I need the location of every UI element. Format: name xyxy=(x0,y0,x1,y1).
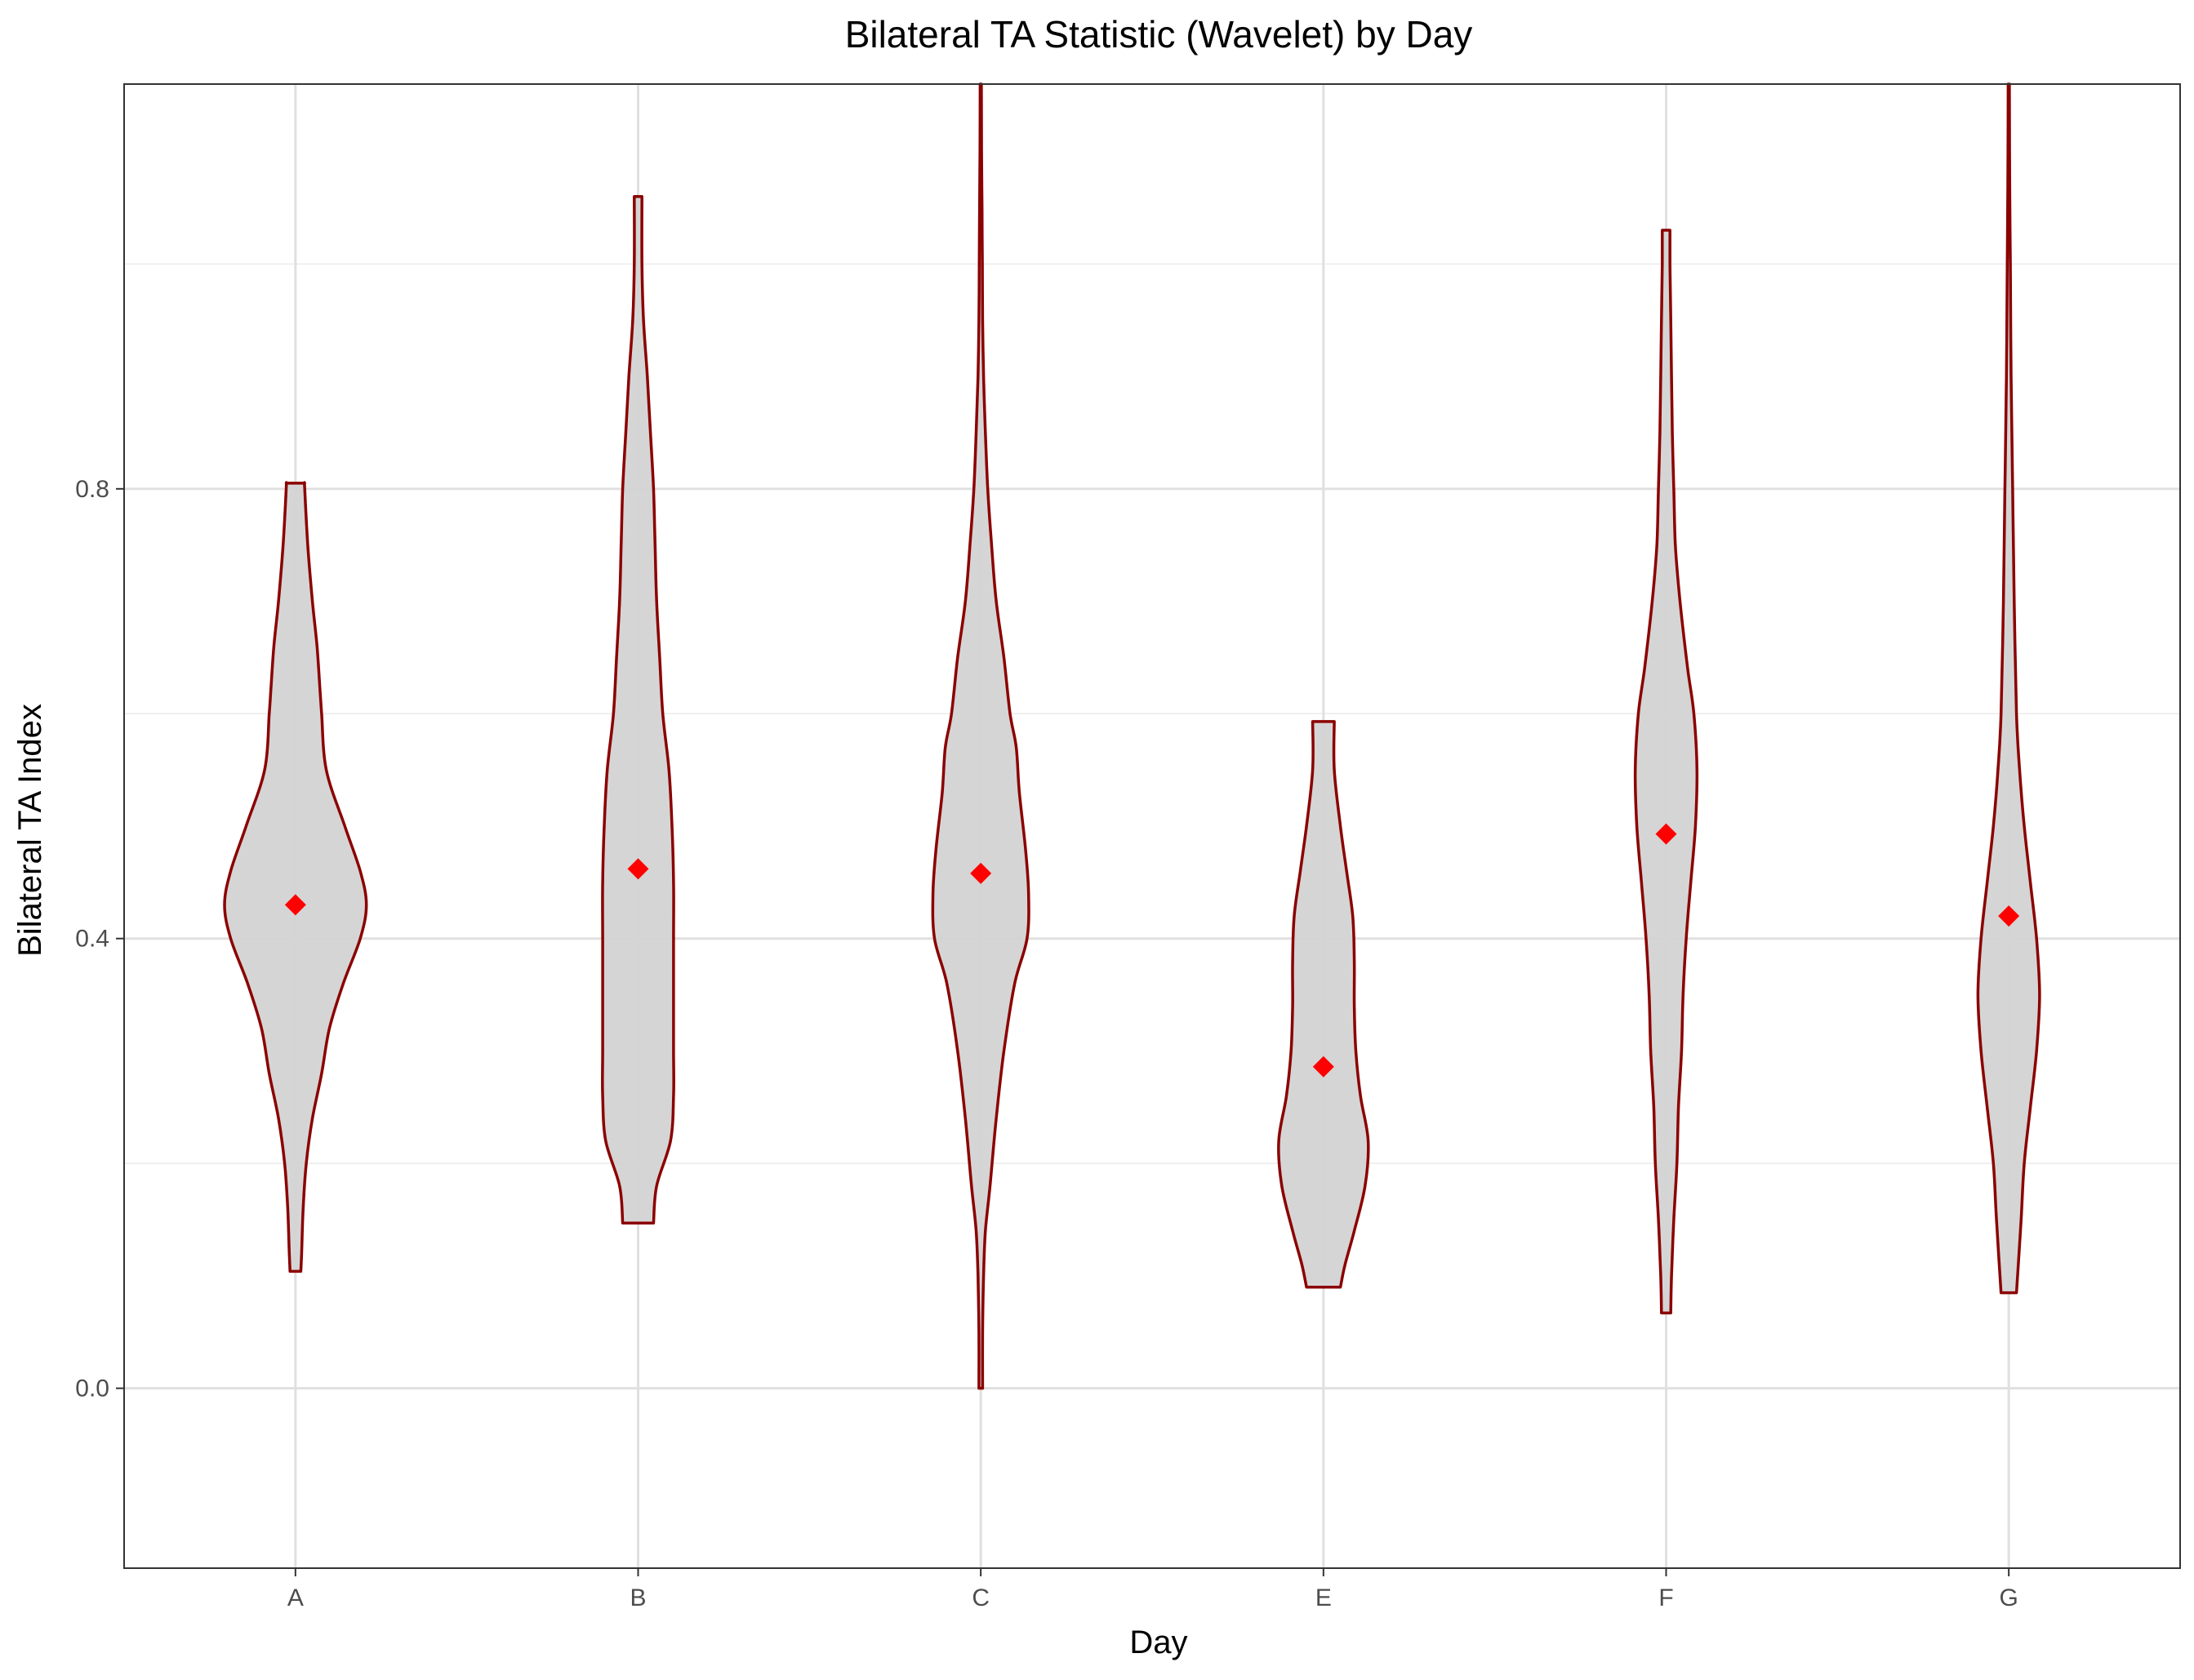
y-tick-label: 0.0 xyxy=(75,1376,109,1402)
y-tick-label: 0.8 xyxy=(75,476,109,503)
x-tick-label-C: C xyxy=(972,1584,990,1611)
x-axis-title: Day xyxy=(1129,1624,1187,1660)
mean-marker-G xyxy=(1998,905,2020,927)
violin-A xyxy=(223,481,368,1273)
violin-E xyxy=(1277,720,1370,1289)
violin-F xyxy=(1633,229,1699,1315)
mean-marker-F xyxy=(1655,823,1677,845)
violins-layer xyxy=(223,82,2041,1390)
violin-B xyxy=(601,194,675,1224)
x-tick-label-F: F xyxy=(1658,1584,1673,1611)
x-tick-label-E: E xyxy=(1315,1584,1332,1611)
plot-border xyxy=(123,83,2181,1569)
mean-marker-B xyxy=(627,858,649,880)
y-axis-title: Bilateral TA Index xyxy=(12,704,48,957)
y-axis: 0.0 0.4 0.8 xyxy=(75,476,124,1402)
mean-marker-C xyxy=(970,862,992,884)
x-tick-label-G: G xyxy=(1999,1584,2018,1611)
chart-title: Bilateral TA Statistic (Wavelet) by Day xyxy=(845,13,1473,56)
means-layer xyxy=(284,823,2020,1078)
y-tick-label: 0.4 xyxy=(75,926,109,953)
plot-panel xyxy=(124,84,2180,1568)
x-tick-label-A: A xyxy=(287,1584,304,1611)
x-tick-label-B: B xyxy=(630,1584,646,1611)
mean-marker-A xyxy=(284,894,306,916)
plot-area xyxy=(124,84,2180,1568)
mean-marker-E xyxy=(1312,1056,1334,1078)
